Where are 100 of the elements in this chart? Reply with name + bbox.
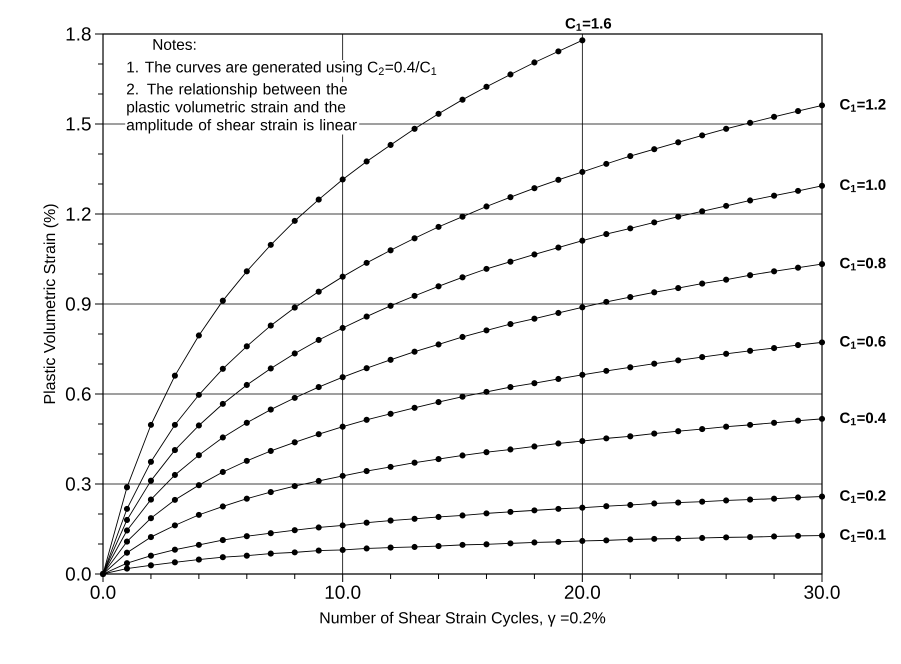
point <box>675 500 682 506</box>
point <box>124 516 130 524</box>
point <box>292 549 298 556</box>
point <box>675 428 682 434</box>
point <box>459 274 466 280</box>
point <box>699 354 706 360</box>
point <box>340 546 346 554</box>
point <box>579 238 586 244</box>
y-axis-title: Plastic Volumetric Strain (%) <box>43 204 58 404</box>
point <box>555 310 562 316</box>
point <box>364 158 370 165</box>
point <box>220 366 226 372</box>
x-axis-title: Number of Shear Strain Cycles, γ =0.2% <box>320 612 606 627</box>
point <box>651 289 658 296</box>
point <box>435 543 442 550</box>
x-tick-label: 0.0 <box>90 586 116 599</box>
point <box>579 372 586 378</box>
series-label: C$_{1}$=0.2 <box>840 490 886 503</box>
point <box>268 242 274 248</box>
point <box>124 566 130 572</box>
point <box>603 503 610 510</box>
point <box>172 422 178 428</box>
point <box>651 219 658 226</box>
point <box>364 416 370 423</box>
y-tick-label: 0.3 <box>66 477 91 491</box>
point <box>340 176 346 183</box>
point <box>148 515 154 522</box>
point <box>316 524 322 531</box>
point <box>818 532 826 539</box>
point <box>747 120 754 126</box>
point <box>723 534 730 540</box>
y-tick-label: 0.6 <box>66 387 91 401</box>
point <box>723 276 730 283</box>
point <box>364 314 370 320</box>
point <box>268 489 274 496</box>
point <box>699 280 706 287</box>
point <box>459 452 466 459</box>
point <box>340 472 346 479</box>
point <box>196 422 202 429</box>
point <box>507 321 514 328</box>
point <box>651 500 658 507</box>
series-label: C$_{1}$=0.1 <box>840 529 886 542</box>
point <box>818 416 826 422</box>
point <box>531 316 538 322</box>
point <box>364 468 370 474</box>
point <box>771 268 778 274</box>
point <box>459 394 466 400</box>
series-label: C$_{1}$=1.2 <box>840 99 886 112</box>
point <box>292 439 298 446</box>
point <box>699 426 706 432</box>
point <box>507 258 514 265</box>
point <box>196 556 202 563</box>
point <box>675 357 682 364</box>
y-tick-label: 0.9 <box>66 297 91 311</box>
point <box>435 341 442 348</box>
point <box>555 176 562 183</box>
point <box>124 527 130 534</box>
point <box>244 533 250 540</box>
point <box>435 224 442 230</box>
point <box>723 424 730 430</box>
point <box>483 541 490 548</box>
point <box>388 518 394 524</box>
point <box>555 440 562 447</box>
point <box>771 420 778 426</box>
point <box>435 110 442 117</box>
point <box>579 438 586 444</box>
annotation: 1. The curves are generated using C$_{2}$=0.4/C$_{1}$ <box>127 61 436 76</box>
point <box>388 464 394 470</box>
point <box>771 345 778 352</box>
point <box>388 247 394 254</box>
point <box>531 443 538 450</box>
point <box>220 434 226 441</box>
point <box>459 542 466 548</box>
point <box>603 435 610 442</box>
point <box>196 482 202 488</box>
point <box>531 185 538 192</box>
point <box>531 539 538 546</box>
point <box>818 261 826 268</box>
point <box>459 214 466 220</box>
point <box>244 382 250 388</box>
point <box>196 512 202 518</box>
point <box>675 214 682 220</box>
point <box>292 527 298 534</box>
point <box>268 406 274 413</box>
point <box>723 350 730 357</box>
x-tick-label: 20.0 <box>564 586 600 599</box>
point <box>435 456 442 462</box>
series-label: C$_{1}$=0.4 <box>840 412 886 426</box>
point <box>244 343 250 350</box>
series-label: C$_{1}$=0.6 <box>840 336 886 349</box>
point <box>603 231 610 238</box>
point <box>747 272 754 278</box>
point <box>651 360 658 367</box>
point <box>388 544 394 551</box>
y-tick-label: 0.0 <box>66 567 91 581</box>
point <box>699 498 706 505</box>
point <box>340 274 346 280</box>
point <box>771 496 778 502</box>
point <box>196 392 202 398</box>
point <box>747 496 754 503</box>
